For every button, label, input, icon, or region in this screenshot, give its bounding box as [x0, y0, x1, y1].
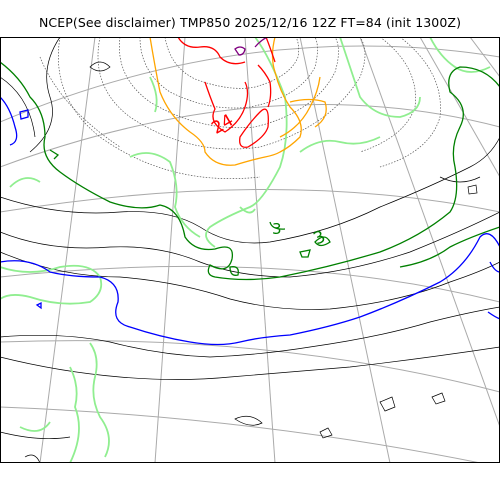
weather-map: 24 3 3	[0, 37, 500, 463]
latitude-line	[0, 340, 500, 393]
isotherm-green	[0, 61, 500, 281]
isotherm-purple	[234, 37, 269, 56]
longitude-line	[154, 37, 186, 463]
latitude-line	[0, 265, 500, 303]
isotherm-black	[0, 37, 500, 463]
isotherm-light-green	[0, 37, 491, 463]
map-panel: 24 3 3	[0, 37, 500, 463]
longitude-line	[359, 37, 500, 428]
isotherm-orange	[149, 37, 327, 166]
isotherm-blue	[0, 96, 500, 346]
latitude-line	[0, 406, 483, 463]
isotherm-red	[177, 37, 276, 148]
latitude-line	[0, 45, 500, 123]
graticule	[0, 37, 500, 463]
latitude-line	[0, 104, 500, 168]
longitude-line	[299, 37, 391, 463]
isotherm-dotted	[39, 37, 441, 179]
contour-label-green: 3	[272, 220, 282, 238]
latitude-line	[0, 189, 500, 213]
longitude-line	[419, 37, 500, 178]
longitude-line	[469, 37, 500, 78]
longitude-line	[39, 37, 96, 463]
map-title: NCEP(See disclaimer) TMP850 2025/12/16 1…	[38, 15, 462, 30]
longitude-line	[244, 37, 276, 463]
